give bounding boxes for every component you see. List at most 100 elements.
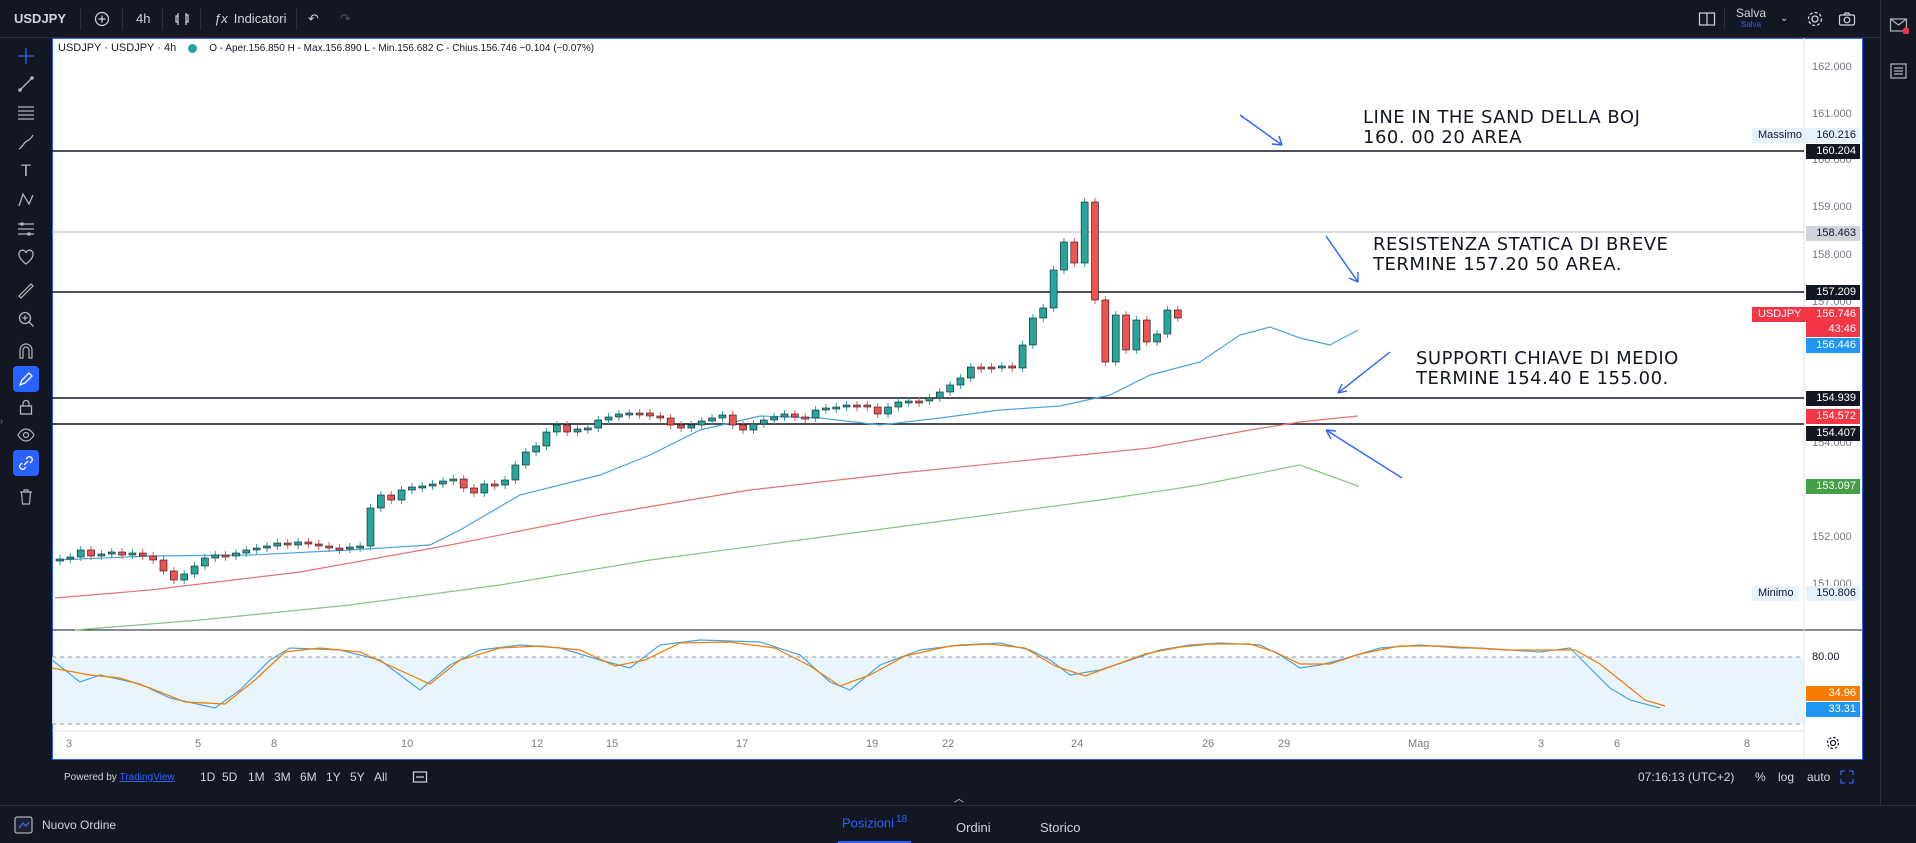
- candle-body: [894, 401, 903, 408]
- time-tick-label: 19: [866, 738, 879, 750]
- candle-body: [408, 486, 416, 491]
- powered-by-label: Powered by: [64, 771, 117, 783]
- candle-body: [718, 414, 727, 419]
- candle-body: [1049, 269, 1058, 309]
- watchlist-button[interactable]: [1889, 62, 1909, 85]
- candle-body: [1142, 319, 1151, 343]
- time-tick-label: 15: [606, 738, 619, 750]
- new-order-button[interactable]: Nuovo Ordine: [14, 815, 116, 835]
- prediction-tool[interactable]: [13, 216, 39, 242]
- collapse-toolbar-arrow[interactable]: ›: [0, 416, 3, 426]
- auto-scale-toggle[interactable]: auto: [1807, 770, 1831, 784]
- annotation-boj[interactable]: LINE IN THE SAND DELLA BOJ 160. 00 20 AR…: [1363, 108, 1640, 148]
- stochastic-band: [52, 657, 1804, 724]
- undo-button[interactable]: ↶: [308, 0, 319, 37]
- price-tick-label: 159.000: [1812, 201, 1852, 213]
- axis-settings-button[interactable]: [1826, 736, 1840, 755]
- compare-add-button[interactable]: [94, 0, 110, 37]
- candle-body: [656, 415, 665, 419]
- tab-orders[interactable]: Ordini: [956, 820, 991, 835]
- log-scale-toggle[interactable]: log: [1778, 770, 1795, 784]
- candle-body: [294, 541, 302, 546]
- clock-timezone[interactable]: 07:16:13 (UTC+2): [1638, 770, 1735, 784]
- candle-body: [1029, 317, 1037, 346]
- chart-type-button[interactable]: [174, 0, 190, 37]
- indicators-button[interactable]: ƒx Indicatori: [214, 0, 286, 37]
- candle-body: [1080, 201, 1089, 264]
- candle-body: [107, 551, 116, 555]
- save-dropdown-button[interactable]: ⌄: [1780, 0, 1788, 37]
- candle-body: [770, 416, 778, 421]
- expand-panel-arrow[interactable]: ︿: [954, 794, 964, 805]
- interval-button[interactable]: 4h: [136, 0, 150, 37]
- range-button-1d[interactable]: 1D: [200, 770, 216, 784]
- icons-tool[interactable]: [13, 244, 39, 270]
- time-tick-label: 29: [1278, 738, 1291, 750]
- trend-line-tool[interactable]: [13, 71, 39, 97]
- time-tick-label: 10: [401, 738, 414, 750]
- symbol-search-button[interactable]: USDJPY: [14, 0, 66, 37]
- range-button-6m[interactable]: 6M: [300, 770, 317, 784]
- candle-body: [666, 417, 675, 426]
- top-toolbar: USDJPY 4h ƒx Indicatori ↶ ↷ Salva Salva …: [0, 0, 1916, 38]
- zoom-tool[interactable]: [13, 306, 39, 332]
- indicators-label: Indicatori: [233, 11, 287, 26]
- candle-body: [1091, 201, 1099, 301]
- alerts-button[interactable]: [1889, 16, 1910, 39]
- candle-body: [459, 478, 468, 489]
- range-button-all[interactable]: All: [374, 770, 388, 784]
- settings-button[interactable]: [1806, 0, 1824, 37]
- annotation-support[interactable]: SUPPORTI CHIAVE DI MEDIO TERMINE 154.40 …: [1416, 349, 1679, 389]
- camera-icon: [1838, 11, 1856, 26]
- tab-positions[interactable]: Posizioni 18: [838, 814, 912, 843]
- candle-body: [76, 549, 85, 558]
- percent-scale-toggle[interactable]: %: [1755, 770, 1766, 784]
- candle-body: [563, 424, 571, 433]
- ruler-tool[interactable]: [13, 278, 39, 304]
- candle-body: [1101, 299, 1110, 363]
- remove-drawings-tool[interactable]: [13, 484, 39, 510]
- range-button-1y[interactable]: 1Y: [326, 770, 341, 784]
- sync-drawings-tool[interactable]: [13, 450, 39, 476]
- range-button-5d[interactable]: 5D: [222, 770, 238, 784]
- magnet-tool[interactable]: [13, 338, 39, 364]
- new-order-label: Nuovo Ordine: [42, 818, 117, 832]
- ema-blue-line: [54, 326, 1359, 561]
- candle-body: [345, 546, 354, 550]
- save-button[interactable]: Salva Salva: [1736, 0, 1766, 37]
- tradingview-link[interactable]: TradingView: [119, 771, 175, 783]
- range-button-1m[interactable]: 1M: [248, 770, 265, 784]
- legend-title[interactable]: USDJPY · USDJPY · 4h: [58, 42, 177, 54]
- hide-drawings-tool[interactable]: [13, 422, 39, 448]
- pattern-tool[interactable]: [13, 187, 39, 213]
- crosshair-tool[interactable]: [13, 43, 39, 69]
- tab-history[interactable]: Storico: [1040, 820, 1081, 835]
- candle-body: [977, 366, 985, 370]
- lock-drawings-tool[interactable]: [13, 394, 39, 420]
- save-sublabel: Salva: [1741, 19, 1762, 29]
- annotation-resistance[interactable]: RESISTENZA STATICA DI BREVE TERMINE 157.…: [1373, 235, 1668, 275]
- chevron-down-icon: ⌄: [1780, 13, 1789, 24]
- brush-tool[interactable]: [13, 129, 39, 155]
- text-tool[interactable]: T: [13, 158, 39, 184]
- legend-ohlc: O - Aper.156.850 H - Max.156.890 L - Min…: [209, 42, 595, 54]
- plus-circle-icon: [94, 11, 110, 26]
- range-button-5y[interactable]: 5Y: [350, 770, 365, 784]
- interval-label: 4h: [136, 11, 151, 26]
- redo-button[interactable]: ↷: [340, 0, 351, 37]
- time-tick-label: 6: [1614, 738, 1621, 750]
- date-range-button[interactable]: [412, 762, 428, 792]
- level-158-463-label: 158.463: [1806, 226, 1860, 241]
- stay-in-drawing-mode-tool[interactable]: [13, 366, 39, 392]
- candle-body: [739, 424, 747, 431]
- snapshot-button[interactable]: [1838, 0, 1856, 37]
- fullscreen-button[interactable]: [1840, 762, 1854, 792]
- market-status-dot[interactable]: [188, 43, 198, 53]
- range-button-3m[interactable]: 3M: [274, 770, 291, 784]
- fib-tool[interactable]: [13, 100, 39, 126]
- chart-container[interactable]: [52, 38, 1863, 760]
- candle-body: [728, 414, 737, 426]
- candle-body: [201, 557, 209, 567]
- layout-button[interactable]: [1698, 0, 1716, 37]
- candle-body: [325, 545, 333, 549]
